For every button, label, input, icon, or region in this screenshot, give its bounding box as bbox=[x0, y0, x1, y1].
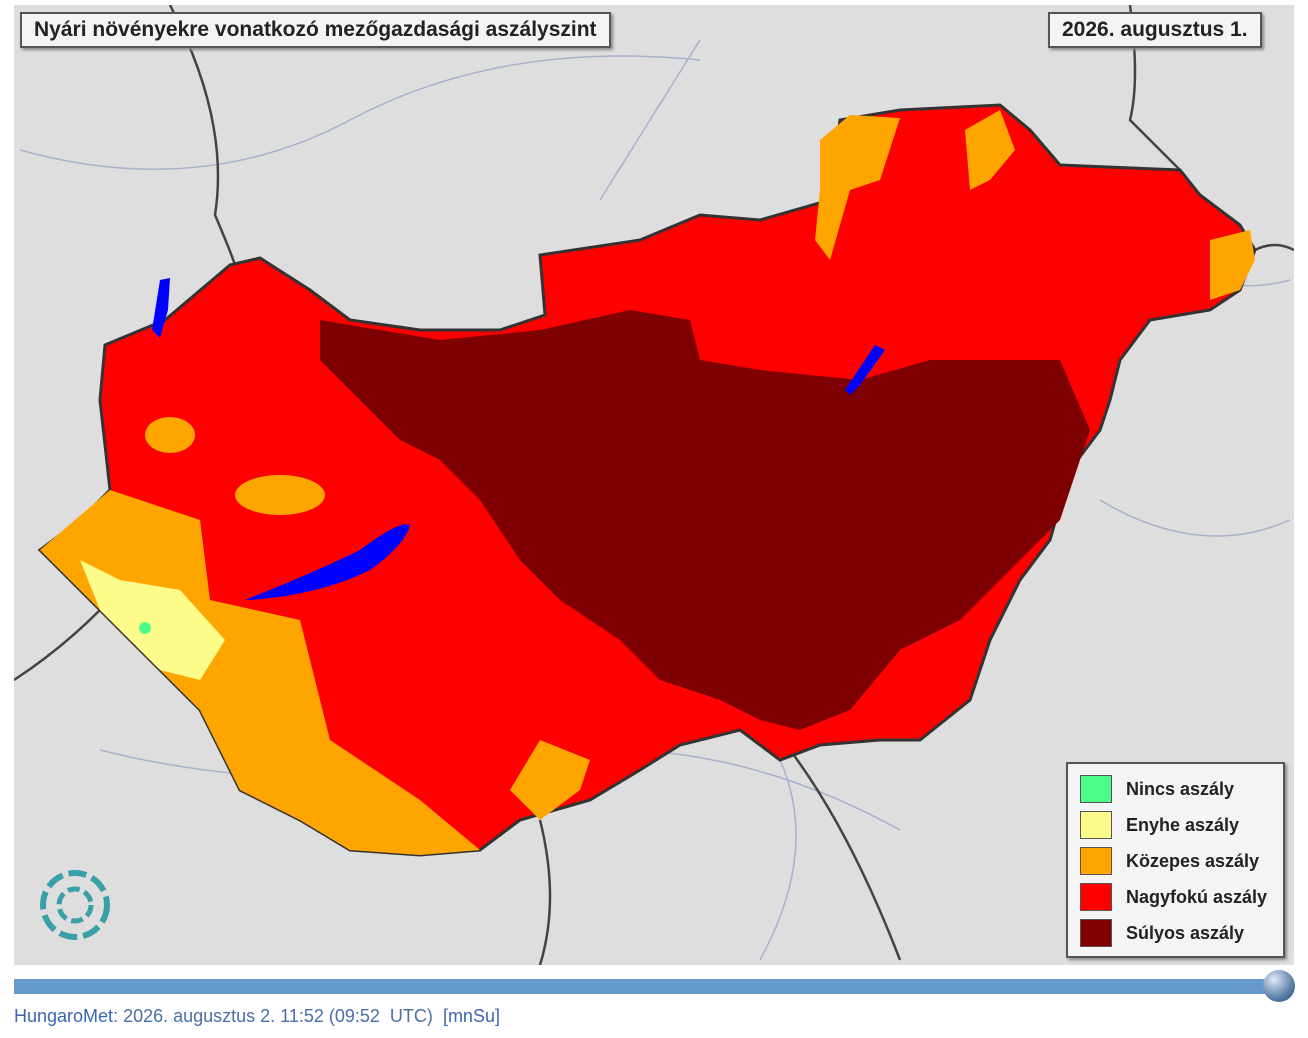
legend-item: Enyhe aszály bbox=[1080, 810, 1239, 840]
legend-swatch bbox=[1080, 847, 1112, 875]
legend-swatch bbox=[1080, 883, 1112, 911]
legend-label: Nagyfokú aszály bbox=[1126, 886, 1268, 907]
legend-swatch bbox=[1080, 919, 1112, 947]
footer: HungaroMet: 2026. augusztus 2. 11:52 (09… bbox=[14, 1006, 500, 1027]
map-date: 2026. augusztus 1. bbox=[1048, 12, 1262, 48]
legend-label: Súlyos aszály bbox=[1126, 922, 1245, 943]
legend-item: Súlyos aszály bbox=[1080, 918, 1244, 948]
legend-swatch bbox=[1080, 811, 1112, 839]
legend-item: Közepes aszály bbox=[1080, 846, 1259, 876]
legend-item: Nincs aszály bbox=[1080, 774, 1234, 804]
legend-label: Enyhe aszály bbox=[1126, 814, 1240, 835]
legend-label: Közepes aszály bbox=[1126, 850, 1260, 871]
slider-knob[interactable] bbox=[1263, 970, 1295, 1002]
source-link[interactable]: HungaroMet bbox=[14, 1006, 114, 1026]
time-slider[interactable] bbox=[14, 979, 1284, 994]
timestamp: : 2026. augusztus 2. 11:52 (09:52 UTC) bbox=[113, 1006, 433, 1026]
map-title: Nyári növényekre vonatkozó mezőgazdasági… bbox=[20, 12, 611, 48]
legend-label: Nincs aszály bbox=[1126, 778, 1235, 799]
legend: Nincs aszály Enyhe aszály Közepes aszály Na… bbox=[1066, 762, 1285, 958]
product-link[interactable]: [mnSu] bbox=[442, 1006, 500, 1026]
legend-item: Nagyfokú aszály bbox=[1080, 882, 1267, 912]
drought-map bbox=[14, 5, 1294, 965]
legend-swatch bbox=[1080, 775, 1112, 803]
